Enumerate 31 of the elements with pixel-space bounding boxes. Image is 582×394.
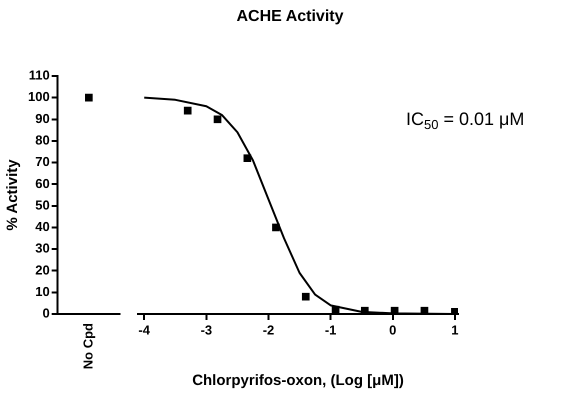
- y-tick-label: 80: [35, 132, 50, 148]
- x-tick-label: No Cpd: [80, 322, 96, 370]
- y-tick-label: 110: [28, 68, 50, 83]
- y-tick-label: 20: [35, 262, 50, 278]
- point: [184, 106, 192, 114]
- point: [244, 154, 252, 162]
- y-tick-label: 90: [35, 110, 50, 126]
- point: [360, 306, 369, 314]
- point: [302, 292, 310, 301]
- y-tick-label: 70: [35, 154, 50, 170]
- x-tick-label: 1: [451, 322, 459, 338]
- y-tick-label: 100: [28, 89, 50, 104]
- point: [272, 224, 280, 232]
- y-tick-label: 10: [35, 284, 50, 299]
- y-tick-label: 40: [35, 219, 50, 234]
- y-tick-label: 0: [42, 306, 50, 321]
- x-tick-label: -4: [138, 322, 151, 338]
- point: [332, 306, 340, 314]
- y-tick-label: 60: [35, 176, 50, 191]
- x-tick-label: 0: [389, 322, 396, 338]
- chart-title: ACHE Activity: [236, 8, 344, 26]
- point: [451, 308, 458, 314]
- y-tick-label: 50: [35, 197, 50, 212]
- point: [420, 306, 428, 314]
- y-tick-label: 30: [35, 240, 50, 256]
- point: [214, 115, 222, 124]
- y-axis-title: % Activity: [4, 158, 22, 231]
- x-tick-label: -3: [200, 322, 212, 338]
- x-axis-title: Chlorpyrifos-oxon, (Log [μM]): [192, 372, 404, 390]
- x-tick-label: -1: [324, 322, 336, 338]
- x-tick-label: -2: [262, 322, 274, 338]
